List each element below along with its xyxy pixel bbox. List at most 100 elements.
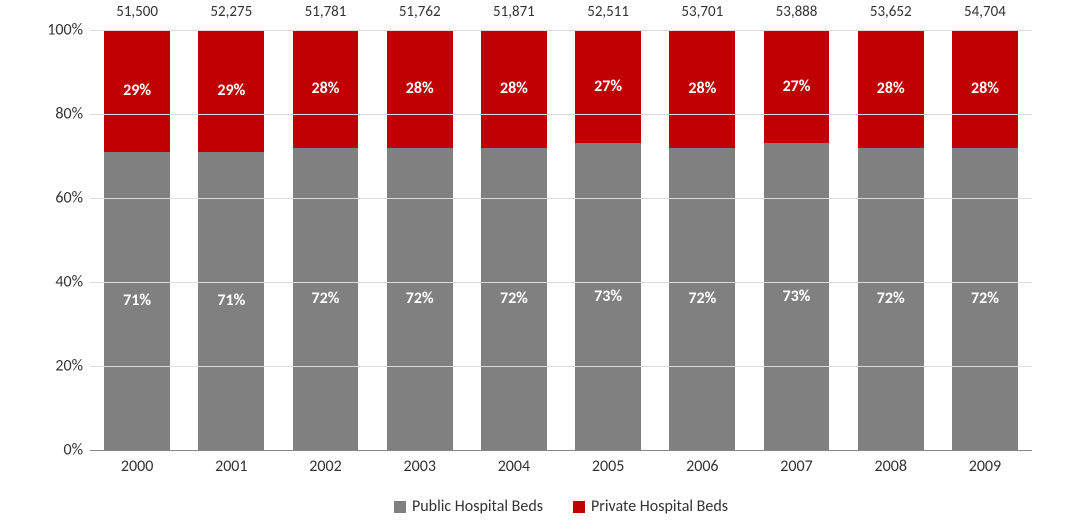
bar-segment-value: 28% [971, 79, 999, 98]
plot-area: 51,50029%71%52,27529%71%51,78128%72%51,7… [90, 30, 1032, 451]
gridline [90, 282, 1032, 283]
bar: 51,78128%72% [293, 30, 359, 450]
bar-segment-private: 29% [198, 30, 264, 152]
bar-slot: 51,87128%72% [467, 30, 561, 450]
bar-segment-value: 72% [312, 289, 340, 308]
x-axis-label: 2001 [184, 457, 278, 481]
bar-total-label: 51,781 [305, 3, 347, 21]
bar-segment-public: 72% [952, 148, 1018, 450]
bar-segment-value: 28% [406, 79, 434, 98]
bar-total-label: 53,701 [681, 3, 723, 21]
legend-swatch [394, 501, 406, 513]
bar-segment-value: 72% [877, 289, 905, 308]
bar-segment-private: 29% [104, 30, 170, 152]
bars-container: 51,50029%71%52,27529%71%51,78128%72%51,7… [90, 30, 1032, 450]
y-axis-label: 100% [35, 21, 83, 40]
bar-segment-value: 71% [217, 291, 245, 310]
x-axis-label: 2005 [561, 457, 655, 481]
bar-total-label: 52,275 [210, 3, 252, 21]
bar-segment-private: 28% [952, 30, 1018, 148]
bar-segment-public: 73% [764, 143, 830, 450]
bar-segment-value: 71% [123, 291, 151, 310]
legend-item-public: Public Hospital Beds [394, 497, 543, 516]
bar-segment-public: 72% [481, 148, 547, 450]
bar-segment-private: 27% [764, 30, 830, 143]
bar-segment-private: 28% [858, 30, 924, 148]
y-axis-label: 20% [35, 357, 83, 376]
bar-segment-public: 72% [669, 148, 735, 450]
x-axis-label: 2002 [278, 457, 372, 481]
bar-segment-value: 72% [406, 289, 434, 308]
bar-segment-public: 72% [387, 148, 453, 450]
bar: 52,51127%73% [575, 30, 641, 450]
hospital-beds-chart: 51,50029%71%52,27529%71%51,78128%72%51,7… [30, 20, 1042, 521]
bar-segment-private: 27% [575, 30, 641, 143]
gridline [90, 450, 1032, 451]
bar-segment-private: 28% [481, 30, 547, 148]
x-axis-label: 2003 [373, 457, 467, 481]
bar-segment-public: 72% [858, 148, 924, 450]
bar-segment-private: 28% [293, 30, 359, 148]
bar-total-label: 52,511 [587, 3, 629, 21]
bar: 54,70428%72% [952, 30, 1018, 450]
gridline [90, 198, 1032, 199]
gridline [90, 114, 1032, 115]
legend: Public Hospital Beds Private Hospital Bed… [90, 497, 1032, 516]
bar-segment-private: 28% [387, 30, 453, 148]
bar-segment-value: 27% [594, 77, 622, 96]
gridline [90, 30, 1032, 31]
y-axis-label: 80% [35, 105, 83, 124]
legend-label: Private Hospital Beds [591, 497, 728, 516]
bar-segment-public: 72% [293, 148, 359, 450]
y-axis-label: 0% [35, 441, 83, 460]
x-axis-label: 2006 [655, 457, 749, 481]
bar-total-label: 51,762 [399, 3, 441, 21]
bar-segment-public: 71% [198, 152, 264, 450]
x-axis-label: 2007 [749, 457, 843, 481]
bar-slot: 52,27529%71% [184, 30, 278, 450]
bar: 51,50029%71% [104, 30, 170, 450]
bar-segment-value: 28% [500, 79, 528, 98]
bar-total-label: 51,500 [116, 3, 158, 21]
bar-total-label: 53,888 [776, 3, 818, 21]
legend-item-private: Private Hospital Beds [573, 497, 728, 516]
bar-total-label: 51,871 [493, 3, 535, 21]
bar-segment-value: 28% [877, 79, 905, 98]
x-axis-label: 2004 [467, 457, 561, 481]
bar-segment-value: 28% [688, 79, 716, 98]
bar-segment-value: 73% [783, 287, 811, 306]
gridline [90, 366, 1032, 367]
bar: 51,76228%72% [387, 30, 453, 450]
bar-segment-value: 27% [783, 77, 811, 96]
bar: 52,27529%71% [198, 30, 264, 450]
bar-segment-value: 28% [312, 79, 340, 98]
bar: 53,65228%72% [858, 30, 924, 450]
y-axis-label: 40% [35, 273, 83, 292]
bar-segment-value: 72% [500, 289, 528, 308]
bar-slot: 51,50029%71% [90, 30, 184, 450]
x-axis-labels: 2000200120022003200420052006200720082009 [90, 457, 1032, 481]
legend-swatch [573, 501, 585, 513]
bar-segment-private: 28% [669, 30, 735, 148]
bar-segment-value: 72% [971, 289, 999, 308]
bar-total-label: 53,652 [870, 3, 912, 21]
bar: 51,87128%72% [481, 30, 547, 450]
bar-slot: 53,88827%73% [749, 30, 843, 450]
x-axis-label: 2000 [90, 457, 184, 481]
bar-segment-public: 73% [575, 143, 641, 450]
bar-slot: 51,76228%72% [373, 30, 467, 450]
bar: 53,88827%73% [764, 30, 830, 450]
bar-slot: 52,51127%73% [561, 30, 655, 450]
y-axis-label: 60% [35, 189, 83, 208]
bar-segment-value: 73% [594, 287, 622, 306]
bar-segment-value: 29% [123, 81, 151, 100]
bar-segment-value: 72% [688, 289, 716, 308]
x-axis-label: 2008 [844, 457, 938, 481]
bar: 53,70128%72% [669, 30, 735, 450]
bar-total-label: 54,704 [964, 3, 1006, 21]
bar-slot: 53,70128%72% [655, 30, 749, 450]
bar-slot: 53,65228%72% [844, 30, 938, 450]
bar-slot: 51,78128%72% [278, 30, 372, 450]
bar-segment-value: 29% [217, 81, 245, 100]
bar-segment-public: 71% [104, 152, 170, 450]
